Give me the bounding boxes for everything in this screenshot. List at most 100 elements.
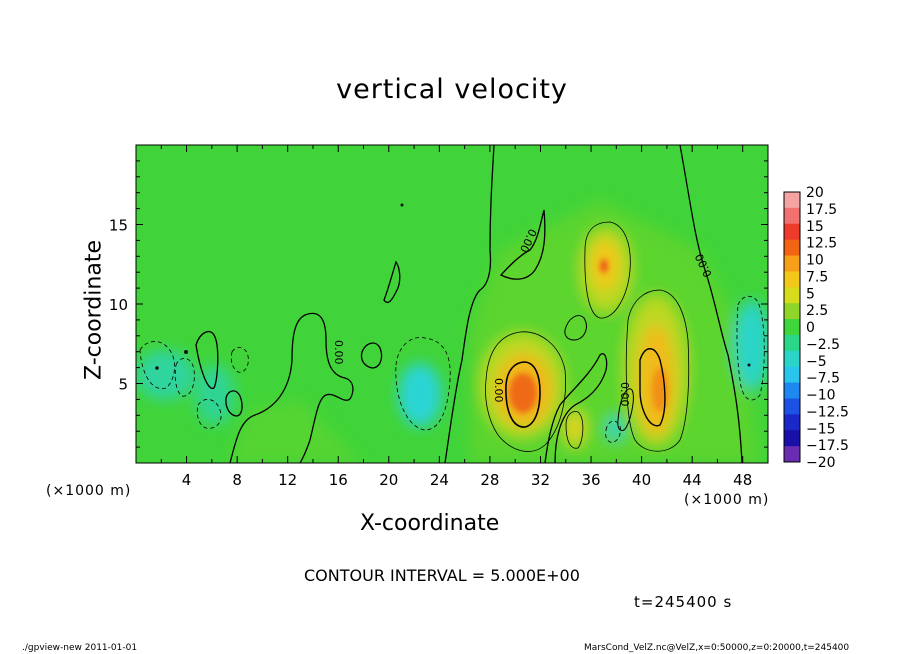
colorbar-label: −15	[806, 421, 836, 437]
updraft-mid-small	[569, 416, 581, 440]
contour-label: 0.00	[332, 340, 345, 365]
x-tick-label: 44	[683, 471, 702, 489]
y-tick-label: 10	[109, 296, 128, 314]
spot	[184, 350, 188, 354]
colorbar-label: 20	[806, 185, 824, 201]
downdraft-left	[136, 350, 195, 400]
contour-left-blob-2	[225, 390, 243, 417]
dashed-neg-right	[736, 295, 765, 401]
x-tick-label: 40	[632, 471, 651, 489]
spot	[155, 366, 159, 370]
dashed-neg-center	[395, 337, 451, 431]
contour-inner-2	[505, 361, 541, 428]
colorbar-swatch	[784, 271, 800, 288]
downdraft-center	[398, 363, 442, 427]
colorbar-label: −5	[806, 354, 827, 370]
x-tick-label: 24	[430, 471, 449, 489]
upper-core	[600, 259, 608, 273]
colorbar-swatch	[784, 350, 800, 368]
colorbar-swatch	[784, 366, 800, 384]
contour-tiny-right	[617, 388, 634, 431]
footer-right: MarsCond_VelZ.nc@VelZ,x=0:50000,z=0:2000…	[584, 643, 850, 653]
colorbar-label: 12.5	[806, 236, 837, 252]
footer-left: ./gpview-new 2011-01-01	[22, 643, 138, 653]
zero-contour-right	[679, 145, 743, 463]
colorbar-frame	[783, 191, 801, 463]
dashed-neg-left	[139, 341, 175, 390]
colorbar-swatch	[784, 334, 800, 352]
colorbar-label: 0	[806, 320, 815, 336]
contour-column-inner	[639, 348, 666, 427]
y-tick-label: 5	[118, 376, 128, 394]
colorbar-swatch	[784, 446, 800, 463]
contour-inner-1	[485, 331, 566, 452]
colorbar-label: 15	[806, 219, 824, 235]
colorbar-label: 17.5	[806, 202, 837, 218]
colorbar-label: 7.5	[806, 269, 828, 285]
contour-left-blob-3	[360, 342, 383, 369]
contour-small-loop	[564, 315, 587, 341]
colorbar-swatch	[784, 239, 800, 257]
colorbar-swatch	[784, 223, 800, 241]
x-tick-label: 20	[379, 471, 398, 489]
colorbar-swatch	[784, 430, 800, 447]
colorbar-swatch	[784, 414, 800, 431]
colorbar-label: −17.5	[806, 438, 849, 454]
x-tick-label: 4	[182, 471, 192, 489]
chart-title: vertical velocity	[336, 74, 568, 105]
contour-interval: CONTOUR INTERVAL = 5.000E+00	[304, 566, 580, 585]
dashed-neg-small	[605, 420, 621, 443]
dashed-neg-left4	[230, 347, 249, 373]
contour-upper-outer	[584, 221, 631, 319]
contour-label: 0.00	[618, 382, 631, 407]
spot	[747, 363, 751, 367]
x-tick-label: 48	[733, 471, 752, 489]
colorbar-swatch	[784, 255, 800, 272]
x-tick-label: 36	[581, 471, 600, 489]
contour-label: 0.00	[492, 378, 505, 403]
colorbar-label: 5	[806, 286, 815, 302]
y-axis-label: Z-coordinate	[81, 240, 107, 380]
spot	[400, 203, 404, 207]
colorbar-label: 10	[806, 253, 824, 269]
zero-contour-left	[229, 312, 354, 463]
colorbar-label: 2.5	[806, 303, 828, 319]
colorbar-swatch	[784, 382, 800, 399]
zero-contour-upper	[499, 209, 546, 280]
dashed-neg-left3	[196, 399, 222, 429]
x-tick-label: 16	[329, 471, 348, 489]
x-unit-label: (×1000 m)	[684, 492, 770, 508]
colorbar-swatch	[784, 319, 800, 336]
colorbar-swatch	[784, 303, 800, 320]
colorbar-label: −7.5	[806, 371, 840, 387]
contour-mid-left	[544, 353, 608, 463]
colorbar-label: −2.5	[806, 337, 840, 353]
contour-small-updraft	[565, 411, 584, 449]
colorbar-swatch	[784, 398, 800, 415]
updraft-core	[509, 373, 537, 413]
zero-contour-main	[444, 145, 495, 463]
positive-region-left	[230, 400, 360, 463]
downdraft-left2	[195, 365, 235, 425]
updraft-column-core	[652, 368, 668, 412]
dashed-neg-left2	[174, 358, 195, 397]
colorbar-swatch	[784, 192, 800, 209]
time-label: t=245400 s	[634, 593, 733, 611]
colorbar-swatch	[784, 207, 800, 225]
downdraft-right	[734, 300, 768, 390]
contour-column-outer	[625, 289, 690, 452]
y-tick-label: 15	[109, 217, 128, 235]
z-unit-label: (×1000 m)	[46, 483, 132, 499]
contour-left-blob-1	[195, 331, 219, 389]
colorbar-swatch	[784, 287, 800, 304]
x-tick-label: 12	[278, 471, 297, 489]
colorbar: 2017.51512.5107.552.50−2.5−5−7.5−10−12.5…	[783, 185, 849, 471]
contour-thin-1	[383, 260, 401, 304]
colorbar-label: −12.5	[806, 404, 849, 420]
x-axis-label: X-coordinate	[360, 511, 500, 536]
colorbar-label: −10	[806, 388, 836, 404]
x-tick-label: 8	[232, 471, 242, 489]
x-tick-label: 32	[531, 471, 550, 489]
